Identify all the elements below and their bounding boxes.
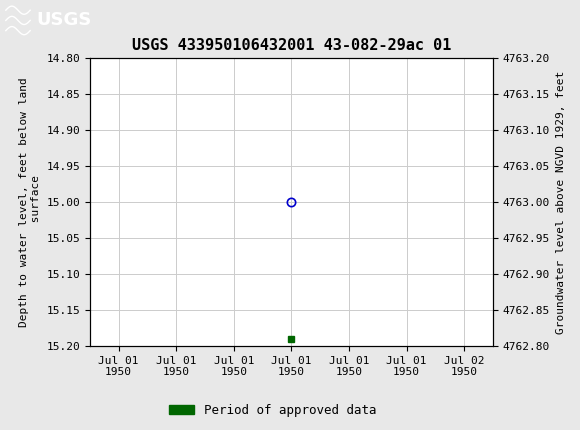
Title: USGS 433950106432001 43-082-29ac 01: USGS 433950106432001 43-082-29ac 01 [132,38,451,53]
Legend: Period of approved data: Period of approved data [164,399,382,421]
Y-axis label: Depth to water level, feet below land
 surface: Depth to water level, feet below land su… [19,77,41,327]
Text: USGS: USGS [36,12,91,29]
Y-axis label: Groundwater level above NGVD 1929, feet: Groundwater level above NGVD 1929, feet [556,71,566,334]
